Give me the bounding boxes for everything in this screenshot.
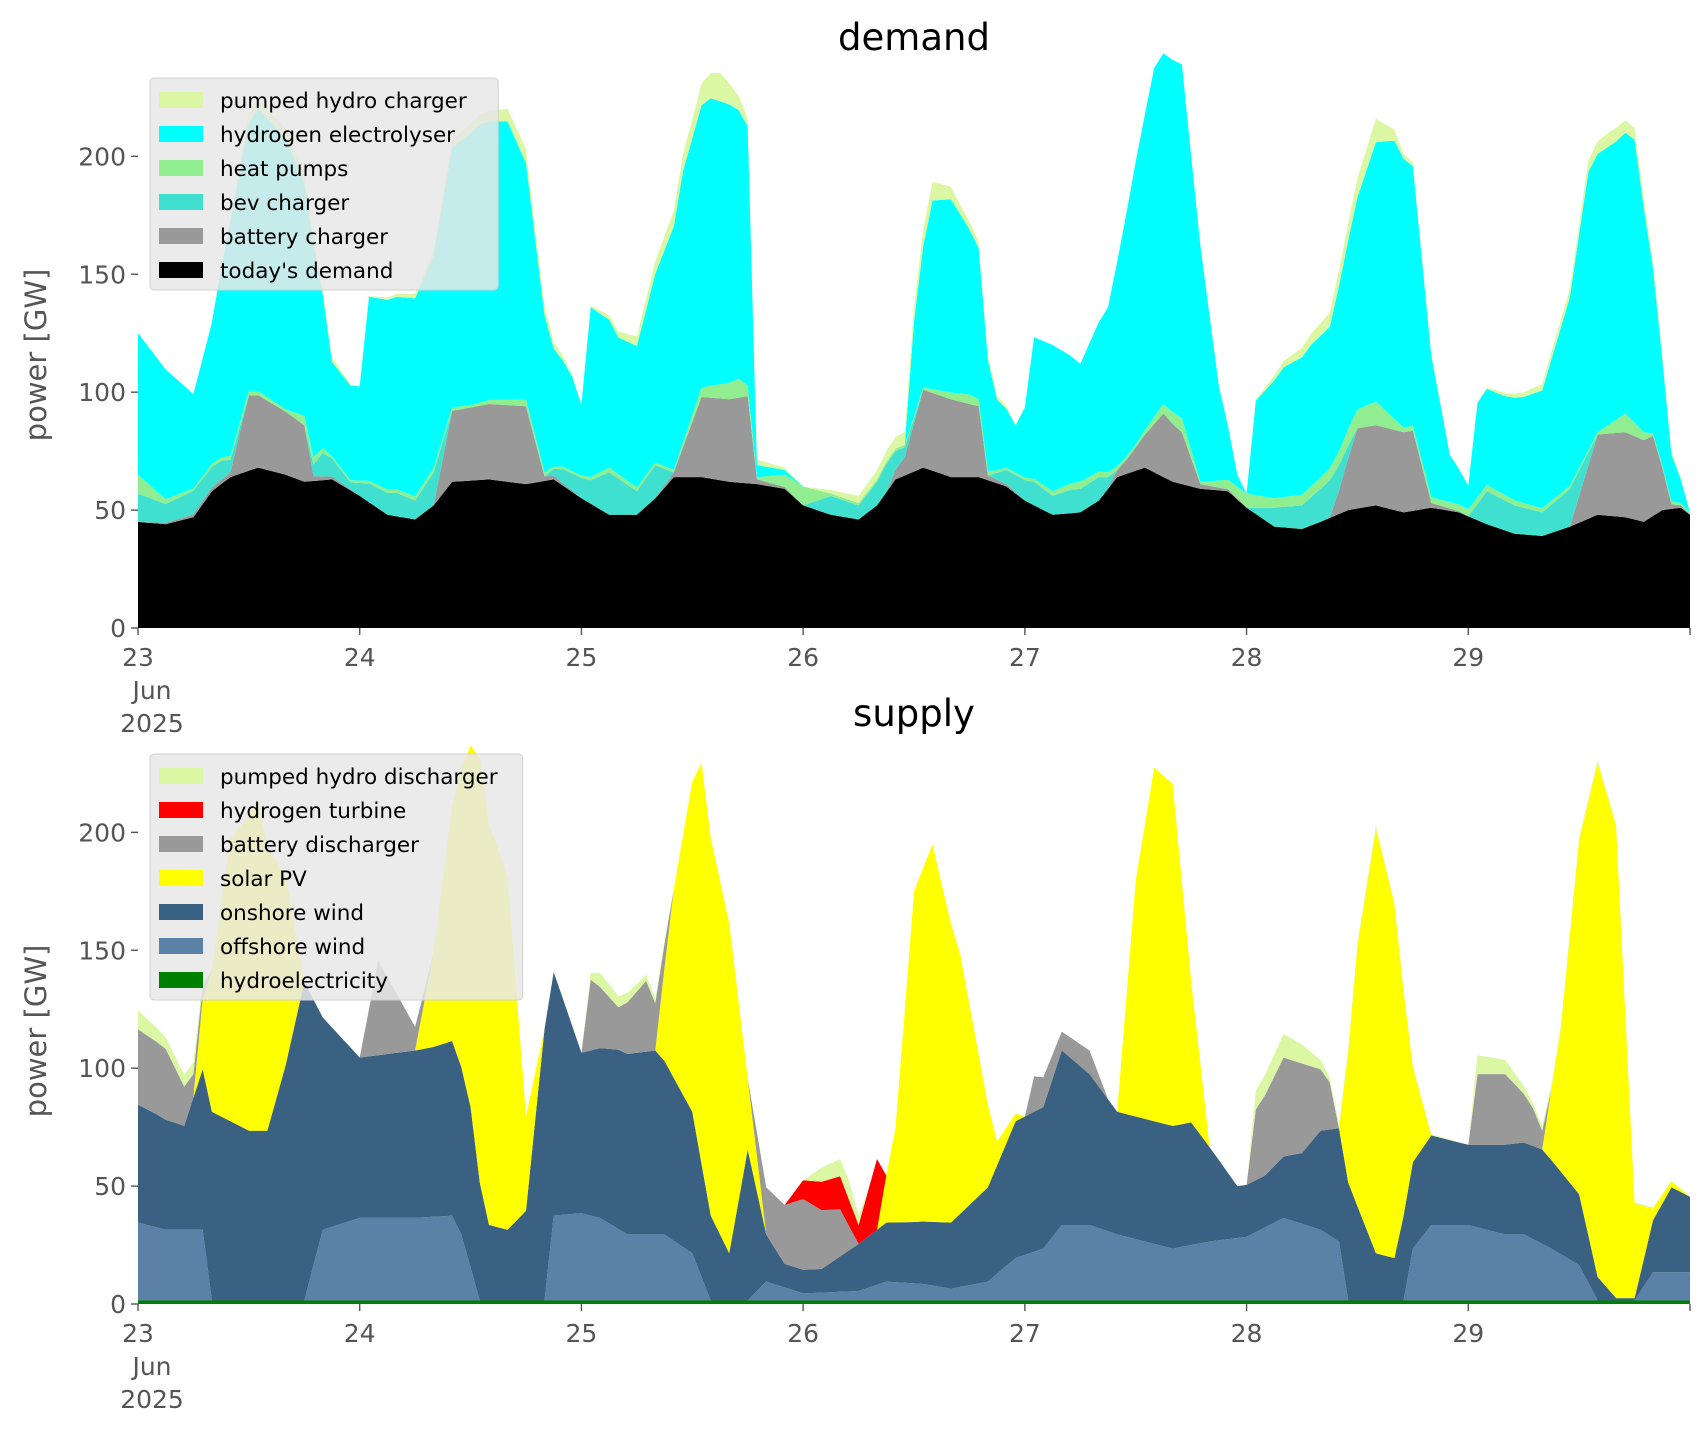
supply-xtick-label: 23 <box>122 1319 154 1348</box>
demand-legend-box <box>149 77 499 291</box>
supply-legend: pumped hydro discharger hydrogen turbine b… <box>149 753 524 1001</box>
demand-xtick-label: 27 <box>1009 643 1041 672</box>
supply-xtick-label: 26 <box>787 1319 819 1348</box>
demand-xtick-sublabel: 2025 <box>120 709 184 738</box>
supply-xtick-sublabel: Jun <box>130 1352 171 1381</box>
supply-legend-label-hydroelectricity: hydroelectricity <box>220 969 388 994</box>
supply-xtick-sublabel: 2025 <box>120 1385 184 1414</box>
demand-panel: demand power [GW] 0 50 100 150 200 23 Jun 2025 24 2… <box>19 16 1691 738</box>
supply-legend-swatch-battery-discharger <box>159 836 203 852</box>
supply-xtick-label: 29 <box>1452 1319 1484 1348</box>
supply-xtick-label: 28 <box>1231 1319 1263 1348</box>
supply-legend-label-offshore-wind: offshore wind <box>220 935 365 960</box>
demand-area-today-s-demand <box>138 467 1690 628</box>
demand-legend: pumped hydro charger hydrogen electrolyse… <box>149 77 499 291</box>
supply-area-solar-pv <box>138 745 1690 1299</box>
supply-legend-label-hydrogen-turbine: hydrogen turbine <box>220 799 406 824</box>
demand-legend-label-today-s-demand: today's demand <box>220 259 393 284</box>
supply-legend-swatch-hydroelectricity <box>159 972 203 988</box>
demand-xtick-sublabel: Jun <box>130 676 171 705</box>
supply-legend-label-solar-pv: solar PV <box>220 867 307 892</box>
supply-legend-label-pumped-hydro-discharger: pumped hydro discharger <box>220 765 498 790</box>
supply-area-battery-discharger <box>138 745 1690 1270</box>
supply-ytick-label: 100 <box>78 1054 126 1083</box>
demand-xtick-label: 29 <box>1452 643 1484 672</box>
demand-xtick-label: 26 <box>787 643 819 672</box>
demand-legend-label-bev-charger: bev charger <box>220 191 349 216</box>
demand-legend-swatch-pumped-hydro-charger <box>159 92 203 108</box>
supply-legend-box <box>149 753 524 1001</box>
demand-legend-label-battery-charger: battery charger <box>220 225 388 250</box>
supply-xtick-label: 27 <box>1009 1319 1041 1348</box>
demand-title: demand <box>838 16 990 59</box>
demand-xtick-label: 25 <box>566 643 598 672</box>
demand-ytick-label: 50 <box>94 496 126 525</box>
demand-ytick-label: 150 <box>78 260 126 289</box>
supply-area-hydroelectricity <box>138 1300 1690 1304</box>
demand-legend-swatch-bev-charger <box>159 194 203 210</box>
demand-legend-swatch-heat-pumps <box>159 160 203 176</box>
demand-ytick-label: 200 <box>78 142 126 171</box>
supply-area-onshore-wind <box>138 972 1690 1301</box>
supply-legend-label-battery-discharger: battery discharger <box>220 833 419 858</box>
demand-legend-label-heat-pumps: heat pumps <box>220 157 348 182</box>
supply-ytick-label: 200 <box>78 818 126 847</box>
demand-legend-swatch-battery-charger <box>159 228 203 244</box>
demand-area-bev-charger <box>138 389 1690 536</box>
supply-legend-swatch-solar-pv <box>159 870 203 886</box>
supply-ytick-label: 50 <box>94 1172 126 1201</box>
supply-title: supply <box>853 692 975 735</box>
demand-areas <box>138 53 1690 628</box>
supply-ytick-label: 0 <box>110 1290 126 1319</box>
supply-legend-swatch-hydrogen-turbine <box>159 802 203 818</box>
demand-legend-swatch-hydrogen-electrolyser <box>159 126 203 142</box>
demand-xtick-label: 23 <box>122 643 154 672</box>
supply-area-offshore-wind <box>138 1213 1690 1301</box>
supply-ytick-label: 150 <box>78 936 126 965</box>
demand-area-hydrogen-electrolyser <box>138 53 1690 513</box>
supply-legend-label-onshore-wind: onshore wind <box>220 901 364 926</box>
supply-legend-swatch-pumped-hydro-discharger <box>159 768 203 784</box>
supply-ylabel: power [GW] <box>19 945 53 1118</box>
demand-ytick-label: 0 <box>110 614 126 643</box>
demand-area-battery-charger <box>138 389 1690 536</box>
supply-legend-swatch-onshore-wind <box>159 904 203 920</box>
demand-legend-label-hydrogen-electrolyser: hydrogen electrolyser <box>220 123 455 148</box>
supply-xtick-label: 24 <box>344 1319 376 1348</box>
supply-areas <box>138 745 1690 1304</box>
demand-legend-swatch-today-s-demand <box>159 262 203 278</box>
supply-panel: supply power [GW] 0 50 100 150 200 23 Jun 2025 24 2… <box>19 692 1691 1414</box>
demand-xtick-label: 28 <box>1231 643 1263 672</box>
supply-legend-swatch-offshore-wind <box>159 938 203 954</box>
supply-xtick-label: 25 <box>566 1319 598 1348</box>
demand-legend-label-pumped-hydro-charger: pumped hydro charger <box>220 89 467 114</box>
demand-xtick-label: 24 <box>344 643 376 672</box>
demand-ylabel: power [GW] <box>19 269 53 442</box>
demand-ytick-label: 100 <box>78 378 126 407</box>
